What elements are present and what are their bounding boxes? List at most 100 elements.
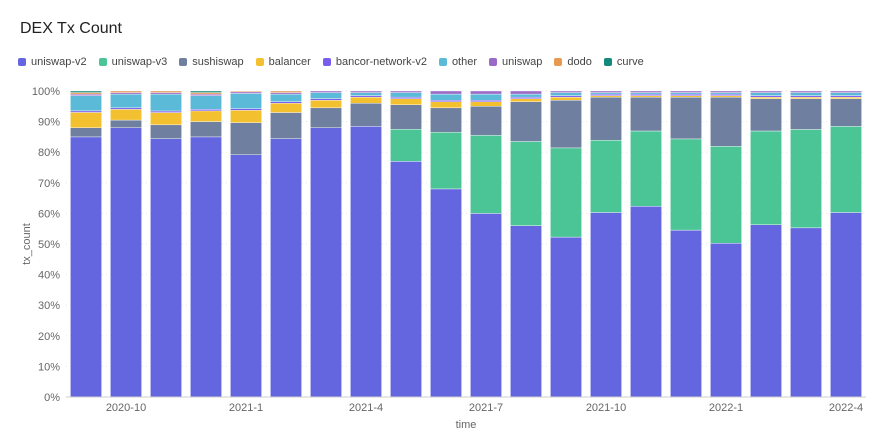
legend-item-uniswap-v3[interactable]: uniswap-v3 [98,56,167,68]
bar-segment-uniswap-v2[interactable] [590,212,622,398]
bar-segment-other[interactable] [110,93,142,109]
bar-segment-balancer[interactable] [470,101,502,107]
bar-segment-uniswap-v2[interactable] [550,236,582,398]
bar-segment-bancor-network-v2[interactable] [150,110,182,113]
bar-segment-sushiswap[interactable] [390,104,422,130]
bar-segment-sushiswap[interactable] [830,98,862,127]
bar-segment-dodo[interactable] [70,92,102,95]
bar-segment-other[interactable] [190,95,222,110]
bar-segment-balancer[interactable] [550,96,582,101]
bar-segment-uniswap-v2[interactable] [310,127,342,398]
bar-segment-bancor-network-v2[interactable] [310,98,342,101]
bar-segment-uniswap-v2[interactable] [150,138,182,398]
bar-segment-uniswap[interactable] [750,90,782,93]
bar-segment-other[interactable] [510,93,542,98]
bar-segment-uniswap[interactable] [310,90,342,93]
bar-segment-uniswap-v2[interactable] [670,229,702,398]
bar-segment-balancer[interactable] [510,98,542,102]
bar-segment-other[interactable] [310,92,342,99]
bar-segment-uniswap-v2[interactable] [830,212,862,398]
bar-segment-other[interactable] [430,93,462,101]
bar-segment-uniswap-v3[interactable] [470,135,502,214]
bar-segment-uniswap[interactable] [270,92,302,95]
legend-item-curve[interactable]: curve [603,56,644,68]
bar-segment-uniswap[interactable] [230,91,262,94]
bar-segment-sushiswap[interactable] [470,106,502,136]
bar-segment-uniswap-v3[interactable] [430,132,462,190]
bar-segment-bancor-network-v2[interactable] [230,108,262,111]
bar-segment-sushiswap[interactable] [310,107,342,128]
bar-segment-bancor-network-v2[interactable] [710,93,742,96]
bar-segment-balancer[interactable] [310,99,342,109]
bar-segment-balancer[interactable] [750,96,782,99]
bar-segment-uniswap[interactable] [510,90,542,95]
bar-segment-other[interactable] [750,92,782,96]
bar-segment-balancer[interactable] [270,103,302,113]
bar-segment-uniswap-v2[interactable] [630,206,662,398]
bar-segment-uniswap[interactable] [710,90,742,93]
bar-segment-curve[interactable] [190,90,222,93]
bar-segment-uniswap[interactable] [430,90,462,95]
bar-segment-other[interactable] [70,95,102,112]
bar-segment-balancer[interactable] [790,96,822,99]
bar-segment-other[interactable] [830,92,862,96]
bar-segment-uniswap-v3[interactable] [510,141,542,226]
bar-segment-sushiswap[interactable] [710,96,742,147]
bar-segment-uniswap-v3[interactable] [750,130,782,225]
bar-segment-uniswap-v2[interactable] [350,126,382,398]
bar-segment-other[interactable] [670,92,702,95]
bar-segment-uniswap[interactable] [790,90,822,93]
bar-segment-uniswap-v2[interactable] [430,188,462,398]
bar-segment-uniswap[interactable] [550,90,582,93]
bar-segment-uniswap-v3[interactable] [390,129,422,162]
bar-segment-bancor-network-v2[interactable] [550,95,582,98]
bar-segment-bancor-network-v2[interactable] [270,101,302,104]
bar-segment-bancor-network-v2[interactable] [430,99,462,102]
bar-segment-sushiswap[interactable] [190,121,222,138]
bar-segment-bancor-network-v2[interactable] [790,95,822,98]
bar-segment-sushiswap[interactable] [550,100,582,149]
bar-segment-sushiswap[interactable] [110,119,142,128]
bar-segment-uniswap-v3[interactable] [550,147,582,238]
bar-segment-uniswap-v2[interactable] [270,138,302,398]
bar-segment-balancer[interactable] [150,112,182,126]
legend-item-sushiswap[interactable]: sushiswap [179,56,244,68]
legend-item-bancor-network-v2[interactable]: bancor-network-v2 [322,56,427,68]
bar-segment-balancer[interactable] [590,95,622,98]
bar-segment-uniswap[interactable] [830,90,862,93]
bar-segment-balancer[interactable] [110,109,142,121]
bar-segment-balancer[interactable] [390,98,422,105]
bar-segment-dodo[interactable] [270,90,302,93]
bar-segment-other[interactable] [710,92,742,95]
bar-segment-uniswap-v2[interactable] [230,154,262,398]
bar-segment-curve[interactable] [70,90,102,93]
bar-segment-other[interactable] [550,92,582,96]
legend-item-balancer[interactable]: balancer [255,56,311,68]
bar-segment-uniswap-v2[interactable] [510,225,542,398]
bar-segment-uniswap-v3[interactable] [830,126,862,213]
bar-segment-sushiswap[interactable] [430,107,462,133]
bar-segment-dodo[interactable] [150,90,182,93]
bar-segment-uniswap-v3[interactable] [630,130,662,207]
bar-segment-uniswap-v2[interactable] [70,136,102,398]
bar-segment-other[interactable] [390,92,422,98]
bar-segment-balancer[interactable] [670,95,702,98]
bar-segment-uniswap-v3[interactable] [590,140,622,213]
bar-segment-sushiswap[interactable] [670,96,702,140]
bar-segment-dodo[interactable] [110,90,142,93]
bar-segment-other[interactable] [590,92,622,95]
bar-segment-balancer[interactable] [190,110,222,122]
bar-segment-other[interactable] [150,93,182,112]
bar-segment-balancer[interactable] [830,96,862,99]
bar-segment-bancor-network-v2[interactable] [190,109,222,112]
legend-item-dodo[interactable]: dodo [554,56,592,68]
bar-segment-uniswap[interactable] [670,90,702,93]
bar-segment-bancor-network-v2[interactable] [350,95,382,98]
bar-segment-dodo[interactable] [190,92,222,95]
bar-segment-balancer[interactable] [630,95,662,98]
bar-segment-uniswap-v2[interactable] [110,127,142,398]
bar-segment-bancor-network-v2[interactable] [670,93,702,96]
bar-segment-other[interactable] [790,92,822,96]
bar-segment-sushiswap[interactable] [590,96,622,141]
legend-item-uniswap-v2[interactable]: uniswap-v2 [18,56,87,68]
